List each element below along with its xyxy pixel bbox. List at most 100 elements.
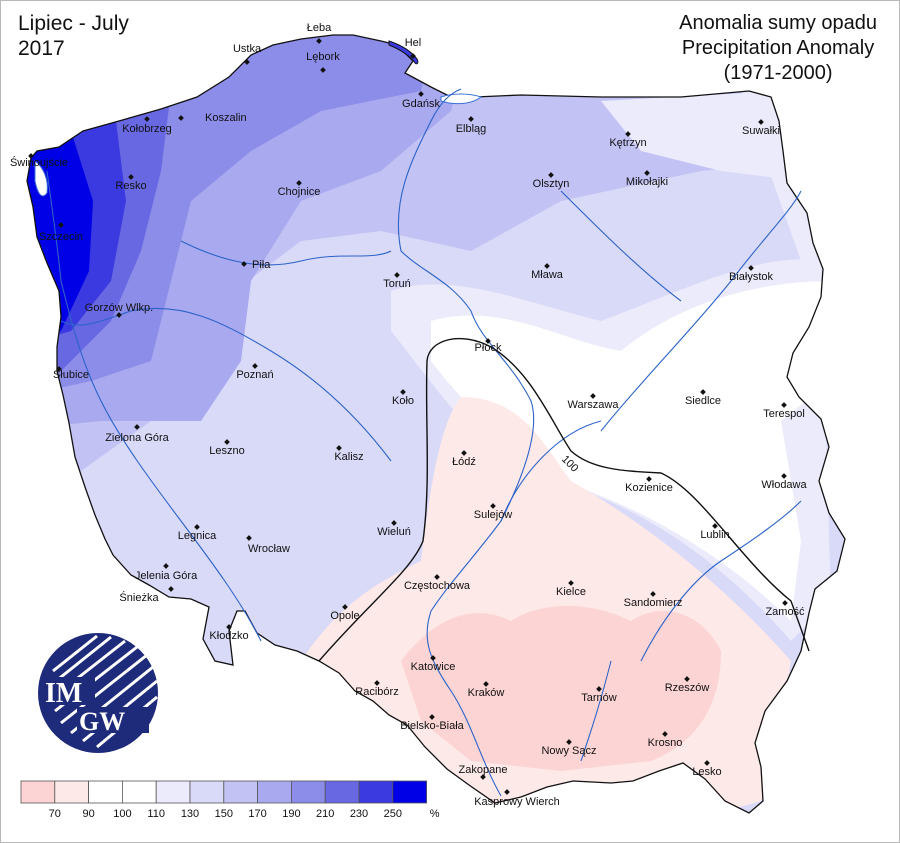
- city-label-tarnow: Tarnów: [581, 692, 617, 704]
- legend-swatch-2: [88, 780, 123, 804]
- city-label-leszno: Leszno: [209, 445, 244, 457]
- city-marker-resko: [128, 174, 134, 180]
- legend-swatch-10: [358, 780, 394, 804]
- city-label-kozienice: Kozienice: [625, 482, 673, 494]
- city-marker-poznan: [252, 363, 258, 369]
- city-marker-krosno: [662, 731, 668, 737]
- city-marker-tarnow: [596, 686, 602, 692]
- city-label-ketrzyn: Kętrzyn: [609, 137, 646, 149]
- city-label-zamosc: Zamość: [765, 606, 805, 618]
- map-title: Anomalia sumy opadu Precipitation Anomal…: [679, 11, 877, 86]
- city-marker-lodz: [461, 450, 467, 456]
- period-label: Lipiec - July 2017: [18, 11, 129, 61]
- city-label-kielce: Kielce: [556, 586, 586, 598]
- vistula-lagoon: [440, 93, 483, 105]
- city-marker-wroclaw: [246, 535, 252, 541]
- city-label-lebork: Lębork: [306, 51, 340, 63]
- city-label-legnica: Legnica: [178, 530, 217, 542]
- city-label-mlawa: Mława: [531, 269, 564, 281]
- city-marker-zamosc: [782, 600, 788, 606]
- city-label-lublin: Lublin: [700, 529, 729, 541]
- city-marker-chojnice: [296, 180, 302, 186]
- city-marker-siedlce: [700, 389, 706, 395]
- zone-100-110: [431, 281, 831, 621]
- city-label-wroclaw: Wrocław: [248, 543, 290, 555]
- bug-river: [600, 190, 802, 432]
- city-marker-rzeszow: [684, 676, 690, 682]
- legend-tick-230: 230: [350, 808, 368, 820]
- city-label-opole: Opole: [330, 610, 359, 622]
- city-label-gorzow-wlkp: Gorzów Wlkp.: [85, 302, 153, 314]
- city-marker-leszno: [224, 439, 230, 445]
- logo-text-bg-bottom: [77, 707, 149, 733]
- city-marker-nowy-sacz: [566, 739, 572, 745]
- city-marker-koszalin: [178, 115, 184, 121]
- legend-tick-100: 100: [113, 808, 131, 820]
- san-wieprz-river: [640, 500, 802, 662]
- zone-70-90: [401, 606, 721, 771]
- city-label-gdansk: Gdańsk: [402, 98, 440, 110]
- legend-tick-90: 90: [82, 808, 94, 820]
- title-reference-period: (1971-2000): [723, 62, 833, 84]
- city-label-krakow: Kraków: [468, 687, 505, 699]
- city-label-hel: Hel: [405, 37, 422, 49]
- city-marker-kozienice: [646, 476, 652, 482]
- oder-river: [46, 170, 262, 642]
- dunajec-river: [580, 660, 612, 762]
- city-label-zakopane: Zakopane: [459, 764, 508, 776]
- city-label-lodz: Łódź: [452, 456, 476, 468]
- city-marker-plock: [485, 338, 491, 344]
- city-label-suwalki: Suwałki: [742, 125, 780, 137]
- city-label-rzeszow: Rzeszów: [665, 682, 710, 694]
- city-marker-kolobrzeg: [144, 116, 150, 122]
- legend-swatch-8: [290, 780, 326, 804]
- city-marker-czestochowa: [434, 574, 440, 580]
- cities-layer: Hel Łeba Ustka Lębork Gdańsk Elbląg Kołobrzeg K…: [10, 22, 808, 808]
- logo-text-bg-top: [41, 677, 95, 705]
- city-marker-warszawa: [590, 393, 596, 399]
- rivers: [46, 88, 802, 797]
- city-marker-lebork: [320, 67, 326, 73]
- city-marker-lublin: [712, 523, 718, 529]
- city-label-klodzko: Kłodzko: [209, 630, 248, 642]
- city-marker-olsztyn: [548, 172, 554, 178]
- city-marker-mikolajki: [644, 170, 650, 176]
- city-label-olsztyn: Olsztyn: [533, 178, 570, 190]
- city-marker-torun: [394, 272, 400, 278]
- city-marker-klodzko: [226, 624, 232, 630]
- narew-river: [560, 190, 682, 302]
- city-marker-sulejow: [490, 503, 496, 509]
- szczecin-lagoon: [34, 159, 48, 197]
- legend-tick-110: 110: [147, 808, 165, 820]
- city-label-lesko: Lesko: [692, 766, 721, 778]
- legend-swatch-4: [155, 780, 191, 804]
- city-marker-gdansk: [418, 91, 424, 97]
- city-label-czestochowa: Częstochowa: [404, 580, 471, 592]
- city-marker-wlodawa: [781, 473, 787, 479]
- legend-swatch-9: [324, 780, 360, 804]
- city-marker-zakopane: [480, 774, 486, 780]
- city-marker-pila: [241, 261, 247, 267]
- city-label-torun: Toruń: [383, 278, 411, 290]
- city-marker-gorzow-wlkp: [116, 312, 122, 318]
- city-label-katowice: Katowice: [411, 661, 456, 673]
- title-polish: Anomalia sumy opadu: [679, 12, 877, 34]
- city-label-leba: Łeba: [307, 22, 332, 34]
- logo-text-top: IM: [45, 678, 82, 709]
- city-label-raciborz: Racibórz: [355, 686, 398, 698]
- city-label-nowy-sacz: Nowy Sącz: [541, 745, 596, 757]
- legend-swatch-7: [257, 780, 292, 804]
- city-marker-krakow: [483, 681, 489, 687]
- legend-tick-150: 150: [215, 808, 233, 820]
- city-marker-mlawa: [544, 263, 550, 269]
- city-label-siedlce: Siedlce: [685, 395, 721, 407]
- pilica-river: [500, 420, 602, 522]
- city-marker-bialystok: [748, 265, 754, 271]
- city-marker-wielun: [391, 520, 397, 526]
- city-marker-sandomierz: [650, 591, 656, 597]
- legend-tick-190: 190: [282, 808, 300, 820]
- city-label-bialystok: Białystok: [729, 271, 774, 283]
- city-label-chojnice: Chojnice: [278, 186, 321, 198]
- city-label-slubice: Słubice: [53, 369, 89, 381]
- period-month: Lipiec - July: [18, 12, 129, 35]
